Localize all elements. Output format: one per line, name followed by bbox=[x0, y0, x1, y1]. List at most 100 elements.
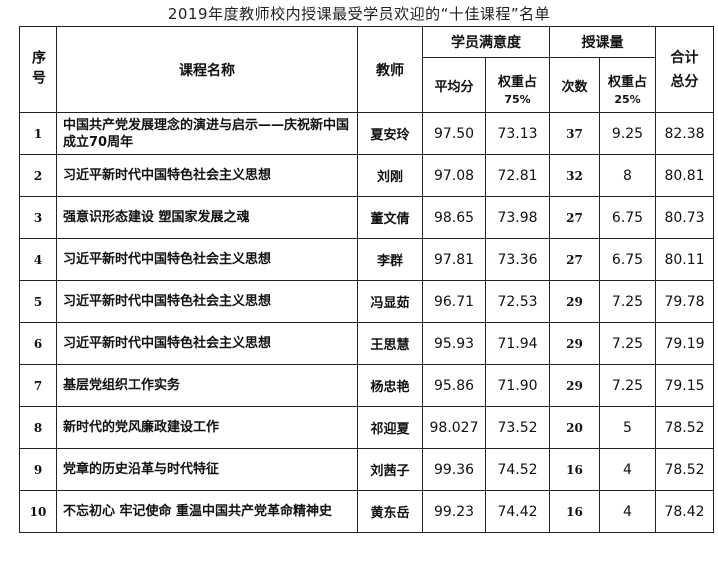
table-row: 8 新时代的党风廉政建设工作 祁迎夏 98.027 73.52 20 5 78.… bbox=[19, 406, 714, 449]
row-weight2: 4 bbox=[599, 490, 656, 533]
row-times: 16 bbox=[549, 448, 600, 491]
row-no: 9 bbox=[19, 448, 57, 491]
header-weight1: 权重占 75% bbox=[485, 57, 550, 113]
page-title: 2019年度教师校内授课最受学员欢迎的“十佳课程”名单 bbox=[167, 5, 551, 23]
row-times: 16 bbox=[549, 490, 600, 533]
row-weight2: 7.25 bbox=[599, 322, 656, 365]
row-teacher: 杨忠艳 bbox=[357, 364, 423, 407]
header-weight2-label: 权重占 bbox=[607, 74, 647, 90]
row-times: 29 bbox=[549, 280, 600, 323]
header-load: 授课量 bbox=[549, 26, 656, 58]
row-weight2: 6.75 bbox=[599, 196, 656, 239]
row-avg: 97.50 bbox=[422, 112, 486, 155]
row-no: 6 bbox=[19, 322, 57, 365]
top-courses-table: 序号 课程名称 教师 学员满意度 授课量 合计总分 平均分 权重占 75% 次数… bbox=[19, 26, 714, 533]
table-row: 7 基层党组织工作实务 杨忠艳 95.86 71.90 29 7.25 79.1… bbox=[19, 364, 714, 407]
row-no: 4 bbox=[19, 238, 57, 281]
row-teacher: 祁迎夏 bbox=[357, 406, 423, 449]
row-times: 20 bbox=[549, 406, 600, 449]
table-row: 10 不忘初心 牢记使命 重温中国共产党革命精神史 黄东岳 99.23 74.4… bbox=[19, 490, 714, 533]
row-avg: 98.027 bbox=[422, 406, 486, 449]
row-weight1: 71.94 bbox=[485, 322, 550, 365]
row-teacher: 董文倩 bbox=[357, 196, 423, 239]
row-avg: 96.71 bbox=[422, 280, 486, 323]
row-weight1: 72.81 bbox=[485, 154, 550, 197]
row-weight2: 9.25 bbox=[599, 112, 656, 155]
row-course: 习近平新时代中国特色社会主义思想 bbox=[56, 154, 358, 197]
row-weight2: 7.25 bbox=[599, 364, 656, 407]
table-row: 9 党章的历史沿革与时代特征 刘茜子 99.36 74.52 16 4 78.5… bbox=[19, 448, 714, 491]
row-weight2: 7.25 bbox=[599, 280, 656, 323]
row-no: 2 bbox=[19, 154, 57, 197]
header-times: 次数 bbox=[549, 57, 600, 113]
row-teacher: 冯显茹 bbox=[357, 280, 423, 323]
row-total: 80.73 bbox=[655, 196, 714, 239]
row-total: 78.52 bbox=[655, 406, 714, 449]
row-course: 基层党组织工作实务 bbox=[56, 364, 358, 407]
row-total: 79.78 bbox=[655, 280, 714, 323]
row-weight1: 74.52 bbox=[485, 448, 550, 491]
row-weight2: 8 bbox=[599, 154, 656, 197]
row-total: 78.52 bbox=[655, 448, 714, 491]
table-row: 6 习近平新时代中国特色社会主义思想 王思慧 95.93 71.94 29 7.… bbox=[19, 322, 714, 365]
row-times: 37 bbox=[549, 112, 600, 155]
table-row: 2 习近平新时代中国特色社会主义思想 刘刚 97.08 72.81 32 8 8… bbox=[19, 154, 714, 197]
row-total: 82.38 bbox=[655, 112, 714, 155]
row-avg: 97.08 bbox=[422, 154, 486, 197]
row-weight1: 74.42 bbox=[485, 490, 550, 533]
table-row: 1 中国共产党发展理念的演进与启示——庆祝新中国成立70周年 夏安玲 97.50… bbox=[19, 112, 714, 155]
header-total-label: 合计总分 bbox=[670, 49, 699, 90]
row-teacher: 夏安玲 bbox=[357, 112, 423, 155]
row-total: 80.81 bbox=[655, 154, 714, 197]
row-total: 79.15 bbox=[655, 364, 714, 407]
header-weight2-pct: 25% bbox=[614, 92, 641, 106]
row-avg: 99.23 bbox=[422, 490, 486, 533]
row-avg: 98.65 bbox=[422, 196, 486, 239]
row-weight1: 73.52 bbox=[485, 406, 550, 449]
header-teacher: 教师 bbox=[357, 26, 423, 113]
row-weight1: 73.98 bbox=[485, 196, 550, 239]
row-weight2: 5 bbox=[599, 406, 656, 449]
row-teacher: 刘茜子 bbox=[357, 448, 423, 491]
row-weight2: 6.75 bbox=[599, 238, 656, 281]
table-row: 4 习近平新时代中国特色社会主义思想 李群 97.81 73.36 27 6.7… bbox=[19, 238, 714, 281]
row-total: 80.11 bbox=[655, 238, 714, 281]
row-avg: 95.86 bbox=[422, 364, 486, 407]
row-total: 78.42 bbox=[655, 490, 714, 533]
row-course: 习近平新时代中国特色社会主义思想 bbox=[56, 280, 358, 323]
row-weight1: 72.53 bbox=[485, 280, 550, 323]
row-times: 29 bbox=[549, 322, 600, 365]
row-times: 27 bbox=[549, 196, 600, 239]
row-avg: 97.81 bbox=[422, 238, 486, 281]
header-satisfaction: 学员满意度 bbox=[422, 26, 550, 58]
row-weight1: 73.36 bbox=[485, 238, 550, 281]
row-avg: 95.93 bbox=[422, 322, 486, 365]
row-times: 32 bbox=[549, 154, 600, 197]
row-teacher: 刘刚 bbox=[357, 154, 423, 197]
row-weight1: 71.90 bbox=[485, 364, 550, 407]
row-course: 不忘初心 牢记使命 重温中国共产党革命精神史 bbox=[56, 490, 358, 533]
header-weight1-label: 权重占 bbox=[497, 74, 537, 90]
header-weight2: 权重占 25% bbox=[599, 57, 656, 113]
row-weight2: 4 bbox=[599, 448, 656, 491]
table-row: 3 强意识形态建设 塑国家发展之魂 董文倩 98.65 73.98 27 6.7… bbox=[19, 196, 714, 239]
table-row: 5 习近平新时代中国特色社会主义思想 冯显茹 96.71 72.53 29 7.… bbox=[19, 280, 714, 323]
row-no: 1 bbox=[19, 112, 57, 155]
row-no: 7 bbox=[19, 364, 57, 407]
row-teacher: 李群 bbox=[357, 238, 423, 281]
row-teacher: 黄东岳 bbox=[357, 490, 423, 533]
header-weight1-pct: 75% bbox=[504, 92, 531, 106]
row-course: 习近平新时代中国特色社会主义思想 bbox=[56, 322, 358, 365]
row-teacher: 王思慧 bbox=[357, 322, 423, 365]
row-avg: 99.36 bbox=[422, 448, 486, 491]
header-total: 合计总分 bbox=[655, 26, 714, 113]
row-course: 强意识形态建设 塑国家发展之魂 bbox=[56, 196, 358, 239]
row-no: 8 bbox=[19, 406, 57, 449]
header-avg: 平均分 bbox=[422, 57, 486, 113]
row-no: 10 bbox=[19, 490, 57, 533]
row-course: 习近平新时代中国特色社会主义思想 bbox=[56, 238, 358, 281]
row-total: 79.19 bbox=[655, 322, 714, 365]
header-course: 课程名称 bbox=[56, 26, 358, 113]
row-no: 3 bbox=[19, 196, 57, 239]
row-course: 新时代的党风廉政建设工作 bbox=[56, 406, 358, 449]
